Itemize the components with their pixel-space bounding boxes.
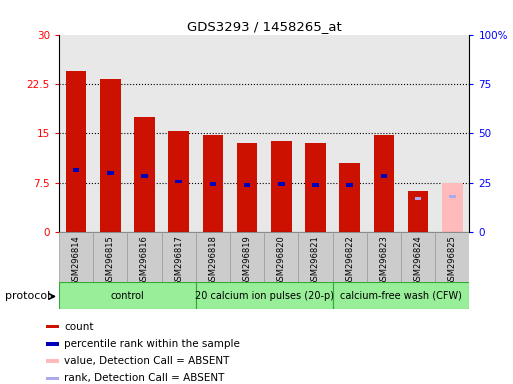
Bar — [415, 197, 422, 200]
Bar — [408, 192, 428, 232]
Text: GSM296815: GSM296815 — [106, 235, 115, 286]
Bar — [340, 163, 360, 232]
Bar — [93, 35, 127, 232]
Bar — [442, 183, 463, 232]
Bar — [312, 183, 319, 187]
Bar — [244, 183, 250, 187]
Text: protocol: protocol — [5, 291, 50, 301]
Text: GSM296821: GSM296821 — [311, 235, 320, 286]
Bar — [373, 135, 394, 232]
Bar — [401, 35, 435, 232]
Bar — [305, 143, 326, 232]
Text: 20 calcium ion pulses (20-p): 20 calcium ion pulses (20-p) — [195, 291, 333, 301]
Bar — [230, 232, 264, 282]
Bar — [59, 35, 93, 232]
Bar — [278, 182, 285, 186]
Bar — [367, 232, 401, 282]
Text: GSM296822: GSM296822 — [345, 235, 354, 286]
Bar — [264, 232, 299, 282]
Text: GSM296819: GSM296819 — [243, 235, 251, 286]
Text: GSM296814: GSM296814 — [72, 235, 81, 286]
Bar — [449, 195, 456, 197]
Text: GSM296817: GSM296817 — [174, 235, 183, 286]
Bar — [100, 79, 121, 232]
Bar — [73, 168, 80, 172]
Bar — [134, 117, 155, 232]
Bar — [299, 35, 332, 232]
Bar — [367, 35, 401, 232]
Bar — [196, 282, 332, 309]
Bar — [66, 71, 86, 232]
Text: GSM296816: GSM296816 — [140, 235, 149, 286]
Text: count: count — [64, 321, 94, 332]
Bar — [435, 232, 469, 282]
Bar — [175, 180, 182, 184]
Bar — [299, 232, 332, 282]
Bar — [381, 174, 387, 178]
Bar — [162, 35, 196, 232]
Bar — [332, 35, 367, 232]
Bar — [209, 182, 216, 186]
Bar — [127, 35, 162, 232]
Bar — [127, 232, 162, 282]
Bar — [59, 232, 93, 282]
Bar — [346, 183, 353, 187]
Bar — [93, 232, 127, 282]
Bar — [237, 143, 258, 232]
Bar — [196, 232, 230, 282]
Text: GSM296818: GSM296818 — [208, 235, 218, 286]
Bar — [435, 35, 469, 232]
Bar — [332, 282, 469, 309]
Text: GSM296820: GSM296820 — [277, 235, 286, 286]
Bar — [271, 141, 291, 232]
Bar — [332, 232, 367, 282]
Text: GSM296823: GSM296823 — [380, 235, 388, 286]
Bar — [162, 232, 196, 282]
Bar — [264, 35, 299, 232]
Bar — [230, 35, 264, 232]
Text: GSM296825: GSM296825 — [448, 235, 457, 286]
Text: GSM296824: GSM296824 — [413, 235, 423, 286]
Bar — [59, 282, 196, 309]
Text: control: control — [110, 291, 144, 301]
Bar — [141, 174, 148, 178]
Text: calcium-free wash (CFW): calcium-free wash (CFW) — [340, 291, 462, 301]
Bar — [401, 232, 435, 282]
Title: GDS3293 / 1458265_at: GDS3293 / 1458265_at — [187, 20, 342, 33]
Bar — [107, 171, 114, 175]
Bar — [168, 131, 189, 232]
Text: value, Detection Call = ABSENT: value, Detection Call = ABSENT — [64, 356, 229, 366]
Bar — [203, 135, 223, 232]
Text: percentile rank within the sample: percentile rank within the sample — [64, 339, 240, 349]
Bar — [196, 35, 230, 232]
Text: rank, Detection Call = ABSENT: rank, Detection Call = ABSENT — [64, 373, 225, 384]
